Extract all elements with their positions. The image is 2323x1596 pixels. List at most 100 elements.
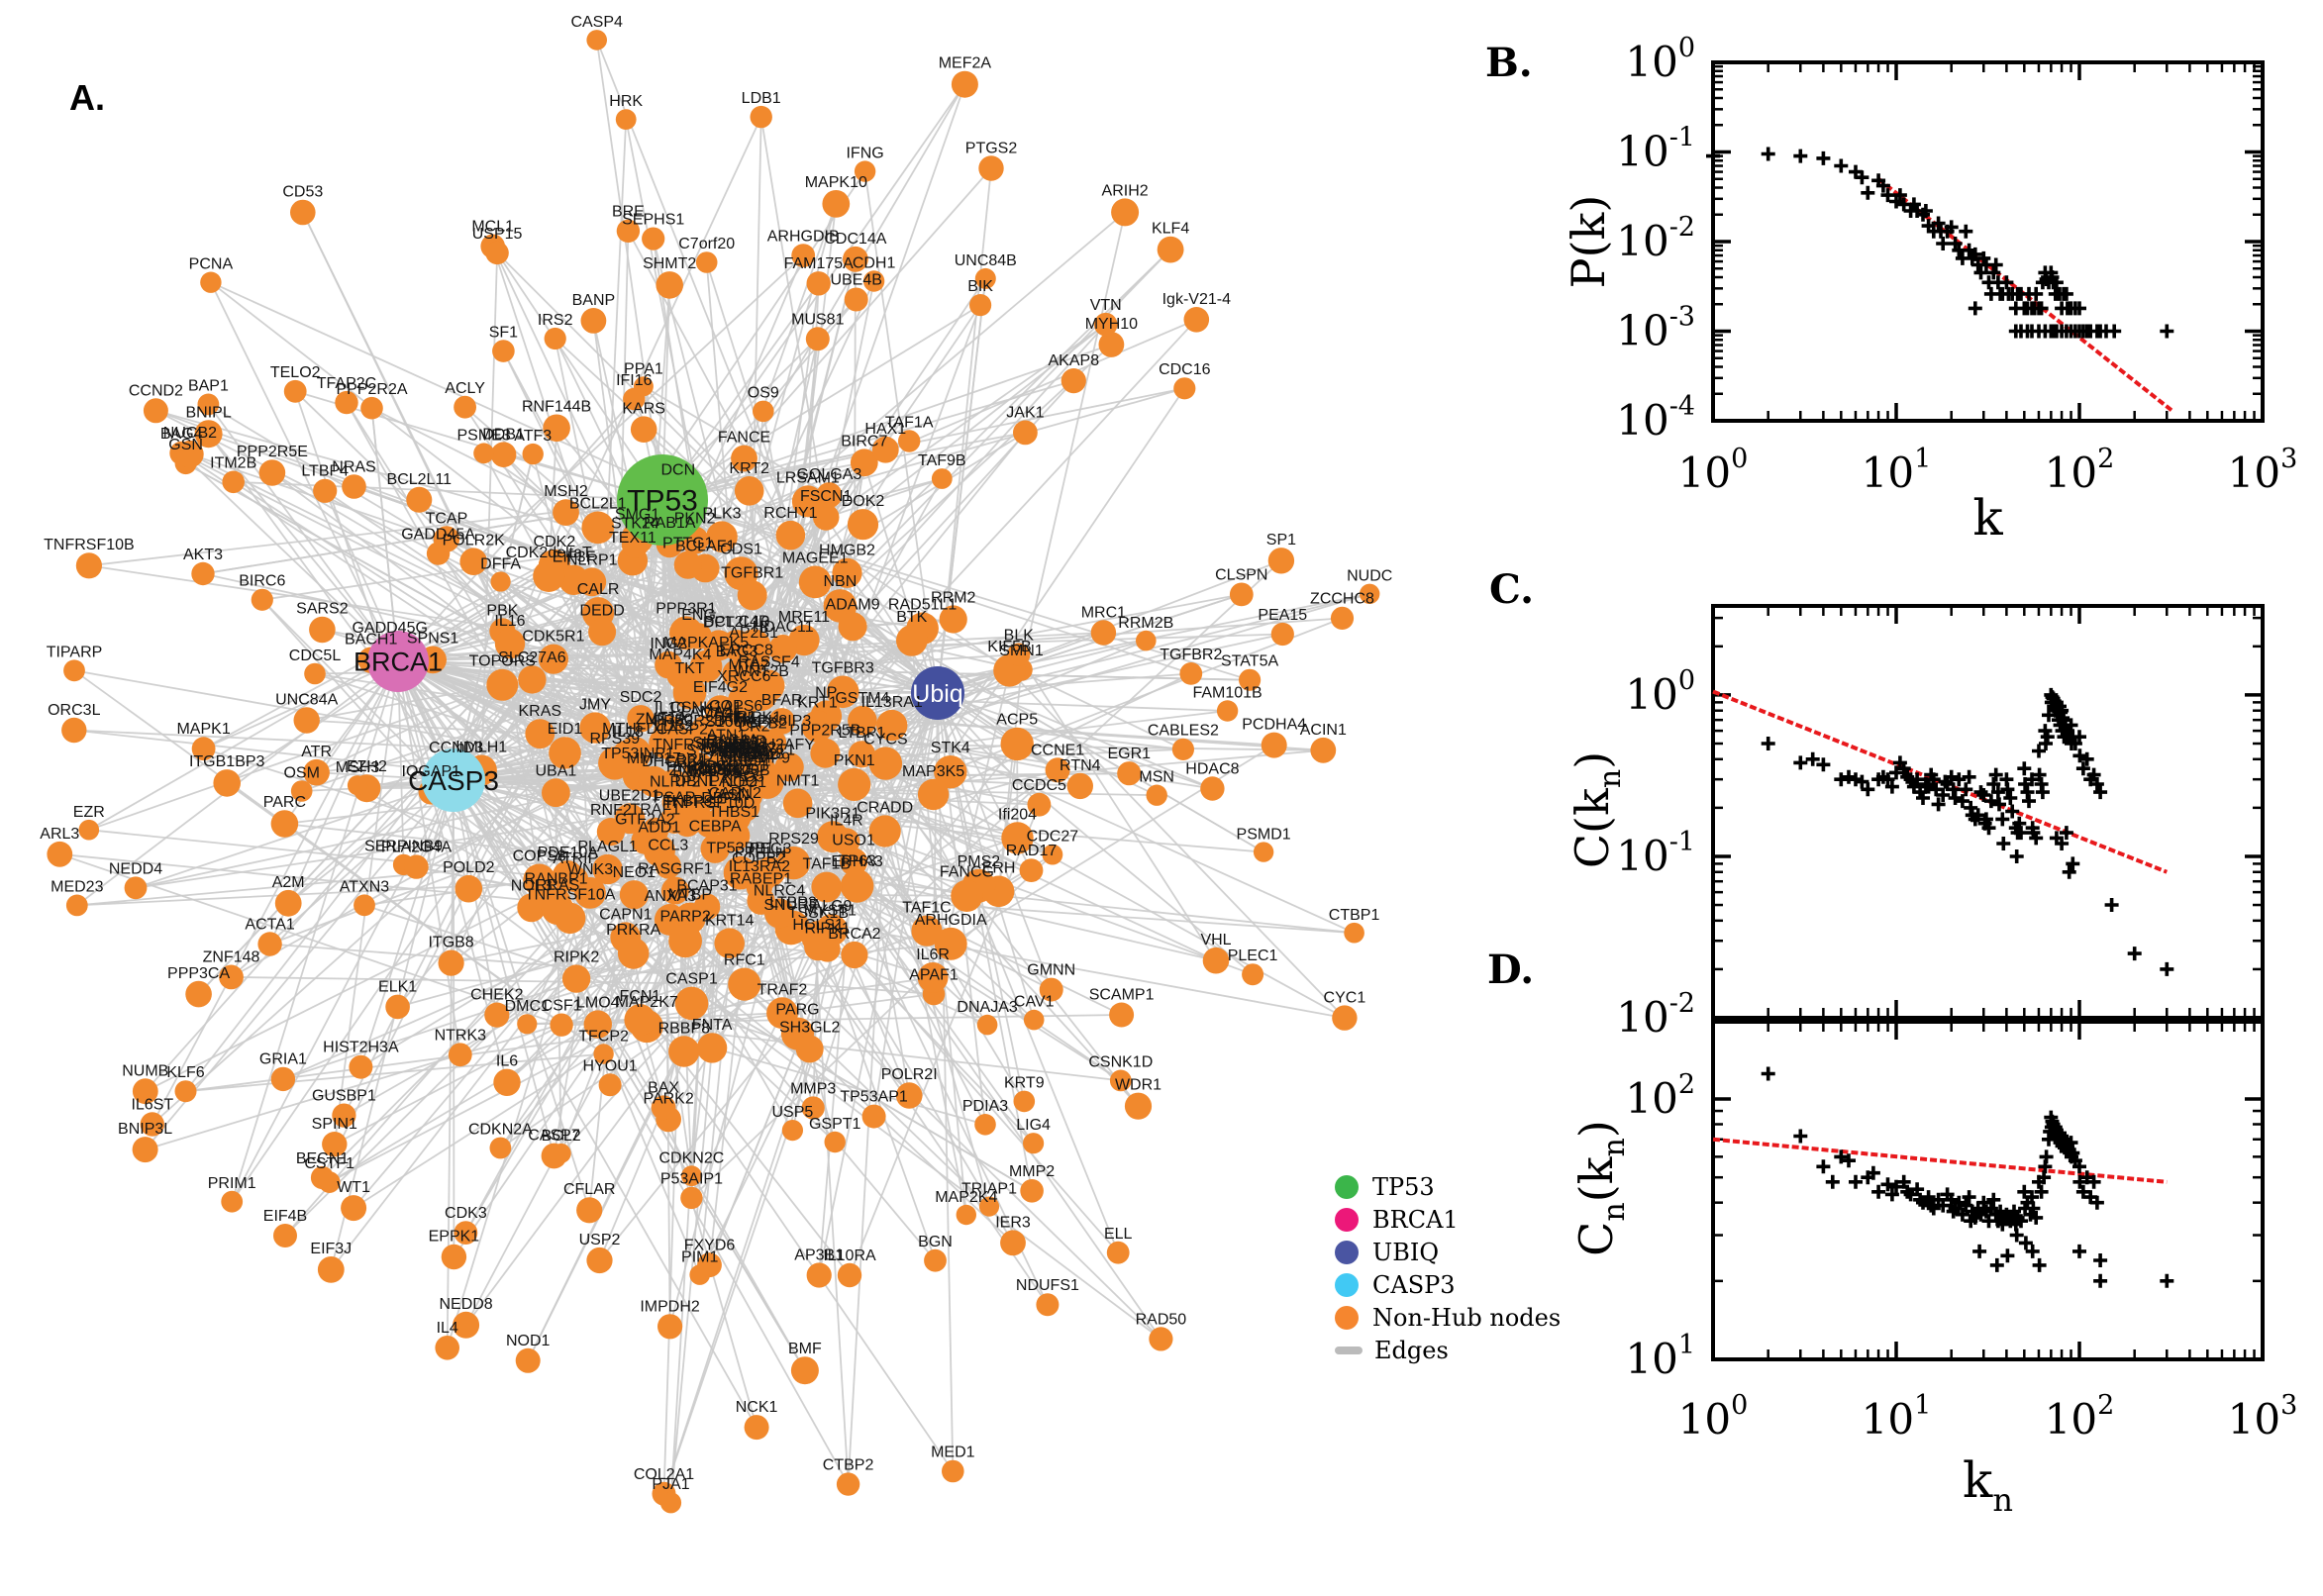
network-node-label: PTHLH — [735, 845, 786, 861]
network-node-label: PIAS4 — [725, 745, 769, 761]
network-node-label: KRT9 — [1004, 1075, 1045, 1092]
legend-item-tp53: TP53 — [1335, 1170, 1561, 1203]
network-node — [489, 1137, 512, 1159]
network-node — [753, 400, 774, 423]
network-node — [576, 1197, 603, 1224]
network-node-label: APAF1 — [909, 967, 959, 984]
network-node-label: AP2B1 — [729, 625, 778, 642]
network-node-label: POLD2 — [443, 859, 495, 876]
network-node-label: MAPK1 — [176, 721, 230, 738]
network-node-label: COL2A1 — [634, 1466, 694, 1483]
network-node-label: UBE4B — [830, 271, 881, 288]
network-edge — [526, 1023, 758, 1429]
network-node — [836, 1472, 860, 1496]
network-node-label: Igk-V21-4 — [1162, 291, 1231, 308]
network-node — [290, 199, 316, 226]
network-node-label: PIM1 — [681, 1248, 718, 1265]
network-node-label: USP2 — [579, 1232, 621, 1248]
network-node — [934, 927, 967, 960]
network-node-label: EGR1 — [1108, 746, 1152, 762]
network-node-label: FCN1 — [620, 988, 661, 1005]
network-node-label: GRIA1 — [259, 1051, 307, 1068]
network-node-label: TNFRSF10A — [525, 887, 616, 904]
network-node — [755, 856, 786, 887]
axis-tick-label: 101 — [1862, 444, 1932, 497]
network-node-label: CCND3 — [429, 740, 483, 756]
network-edge — [825, 280, 875, 518]
network-node-label: PEG3 — [750, 841, 792, 857]
network-node-label: STK4 — [931, 740, 970, 756]
network-node-label: RASSF4 — [738, 654, 799, 671]
network-node — [433, 526, 460, 552]
network-node-label: ING2 — [650, 636, 686, 652]
network-node-label: LMO4 — [576, 994, 620, 1011]
network-node-label: ATXN3 — [340, 878, 389, 895]
network-node-label: NUCB2 — [163, 425, 217, 442]
network-edge — [854, 559, 1282, 956]
network-node-label: TP53AP1 — [840, 1089, 908, 1106]
network-node-label: IL4R — [830, 812, 863, 829]
network-edge — [269, 943, 935, 995]
network-node-label: PLAGL1 — [577, 839, 638, 855]
network-node — [1332, 1005, 1358, 1031]
legend-item-edges: Edges — [1335, 1334, 1561, 1366]
network-node — [579, 712, 611, 744]
network-node-label: CDH1 — [853, 254, 896, 271]
network-node-label: ATP2A2 — [720, 747, 778, 763]
hub-node-casp3 — [422, 748, 485, 812]
network-node-label: PALB2 — [709, 773, 758, 790]
network-node-label: BAG3 — [716, 644, 758, 660]
network-node-label: KRT14 — [705, 912, 755, 929]
network-node-label: EPHA3 — [831, 853, 883, 870]
network-edge — [661, 344, 1112, 501]
network-edge — [446, 755, 630, 1348]
network-node — [714, 928, 745, 958]
axis-tick-label: 10-2 — [1616, 988, 1695, 1042]
network-node-label: LDB1 — [742, 90, 781, 107]
axis-tick-label: 100 — [1625, 665, 1695, 719]
network-node — [550, 1013, 573, 1037]
network-node — [801, 921, 836, 954]
network-node-label: GSTM4 — [835, 690, 889, 707]
network-node-label: MTA2 — [729, 656, 770, 673]
network-node — [406, 486, 433, 513]
network-node-label: WNT2B — [734, 663, 789, 680]
network-edge — [453, 559, 634, 781]
network-node-label: C7orf20 — [678, 236, 735, 252]
network-node-label: MAP4K4 — [649, 647, 711, 663]
network-edge — [359, 779, 454, 1067]
network-node — [385, 994, 410, 1020]
network-node — [911, 915, 943, 947]
network-node — [586, 1247, 613, 1274]
network-node — [1013, 1090, 1036, 1113]
network-node-label: ADAM9 — [826, 596, 880, 613]
network-node-label: NEDD8 — [439, 1296, 492, 1313]
fit-line — [1712, 1137, 2168, 1184]
network-edge — [553, 632, 1104, 660]
network-node-label: TKT — [674, 660, 704, 677]
network-node-label: CCND2 — [129, 382, 183, 399]
network-node-label: KRT2 — [729, 460, 769, 477]
network-node-label: NDUFS1 — [1016, 1277, 1079, 1294]
network-node-label: HDAC8 — [1185, 760, 1239, 777]
network-node — [1173, 377, 1196, 400]
network-node-label: IMPDH2 — [640, 1298, 700, 1315]
network-node-label: CFLAR — [563, 1181, 615, 1198]
network-node-label: CDC14A — [824, 231, 886, 248]
network-node-label: PCNA — [189, 256, 234, 273]
network-node-label: PLP2 — [720, 741, 758, 757]
network-node-label: CCNE2 — [698, 760, 752, 777]
network-node-label: NLRP2 — [650, 773, 701, 790]
network-node-label: GINS2 — [729, 740, 776, 756]
network-node — [660, 876, 689, 905]
network-node-label: PPP2R2B — [653, 713, 724, 730]
network-edge — [301, 663, 669, 792]
legend-item-ubiq: UBIQ — [1335, 1236, 1561, 1268]
network-node-label: GSPT1 — [809, 1116, 861, 1133]
network-node — [360, 396, 383, 420]
network-node — [939, 605, 967, 634]
network-node — [1045, 757, 1070, 783]
panel-d-plot: 100 101 102 103 102 101 kn Cn(kn) — [1569, 1020, 2297, 1519]
network-node — [1000, 1230, 1026, 1256]
